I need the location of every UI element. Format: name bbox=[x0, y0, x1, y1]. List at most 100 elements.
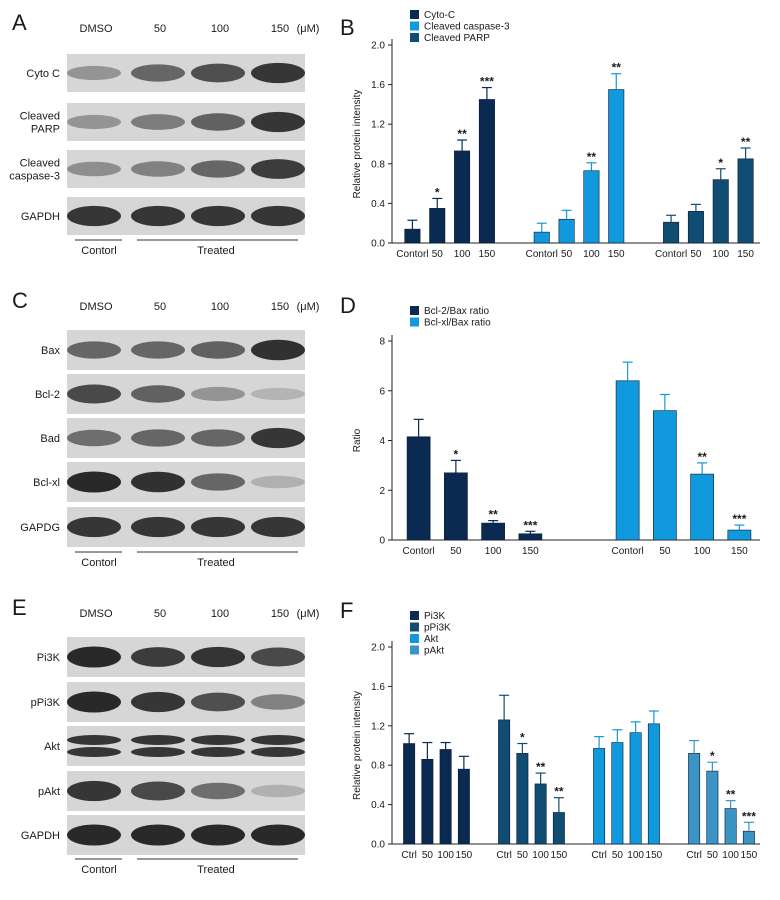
x-tick-label: 100 bbox=[437, 850, 454, 861]
protein-band bbox=[67, 747, 121, 757]
bar bbox=[444, 472, 468, 541]
panel-letter: F bbox=[340, 598, 353, 623]
significance-marker: ** bbox=[726, 788, 736, 802]
protein-band bbox=[67, 341, 121, 359]
x-tick-label: 100 bbox=[712, 249, 729, 260]
legend-swatch bbox=[410, 21, 419, 31]
y-tick-label: 0.4 bbox=[371, 199, 385, 210]
protein-band bbox=[67, 735, 121, 745]
protein-band bbox=[191, 473, 245, 491]
bar bbox=[611, 742, 624, 845]
bar bbox=[712, 179, 729, 244]
bar-series: Ctrl 50 100 150 bbox=[401, 733, 473, 861]
significance-marker: ** bbox=[536, 760, 546, 774]
protein-label: Bad bbox=[40, 433, 60, 445]
protein-band bbox=[251, 647, 305, 667]
y-tick-label: 0.8 bbox=[371, 761, 385, 772]
legend-entry: pAkt bbox=[410, 645, 444, 657]
x-tick-label: 50 bbox=[517, 850, 529, 861]
panel-letter: B bbox=[340, 15, 355, 40]
legend-entry: Cleaved caspase-3 bbox=[410, 21, 510, 33]
significance-marker: ** bbox=[612, 61, 622, 75]
bar bbox=[647, 723, 660, 845]
lane-header: 150 bbox=[271, 301, 289, 313]
protein-band bbox=[131, 161, 185, 177]
y-tick-label: 0.4 bbox=[371, 800, 385, 811]
blot-strip bbox=[67, 726, 305, 766]
y-tick-label: 1.6 bbox=[371, 682, 385, 693]
x-tick-label: 100 bbox=[627, 850, 644, 861]
significance-marker: * bbox=[520, 731, 525, 745]
bar bbox=[653, 410, 677, 541]
panel-letter: C bbox=[12, 288, 28, 313]
blot-row: Akt bbox=[44, 726, 305, 766]
protein-band bbox=[131, 471, 185, 493]
y-tick-label: 0.0 bbox=[371, 239, 385, 250]
protein-label: caspase-3 bbox=[9, 171, 60, 183]
bar bbox=[737, 158, 754, 244]
protein-band bbox=[131, 64, 185, 82]
western-blot-panel-c: C DMSO 50 100 150 (μM) Bax Bcl-2 Bad Bcl-xl GAPDG C… bbox=[12, 288, 319, 569]
lane-header: 100 bbox=[211, 23, 229, 35]
blot-row: pAkt bbox=[38, 771, 305, 811]
x-tick-label: 150 bbox=[731, 546, 748, 557]
x-tick-label: 50 bbox=[450, 546, 462, 557]
legend-swatch bbox=[410, 306, 419, 315]
group-label-control: Contorl bbox=[81, 864, 116, 876]
protein-band bbox=[131, 824, 185, 846]
legend-entry: Bcl-2/Bax ratio bbox=[410, 306, 489, 317]
bar bbox=[533, 231, 550, 244]
protein-band bbox=[131, 341, 185, 359]
bar bbox=[583, 170, 600, 244]
protein-label: Akt bbox=[44, 741, 60, 753]
legend-label: Pi3K bbox=[424, 611, 445, 622]
bar-series: Contorl 50 * 100 ** 150 bbox=[655, 135, 754, 260]
blot-row: Pi3K bbox=[37, 637, 305, 677]
protein-band bbox=[67, 516, 121, 538]
bar bbox=[518, 533, 543, 541]
protein-label: Bcl-xl bbox=[33, 477, 60, 489]
legend-swatch bbox=[410, 10, 419, 19]
bar bbox=[406, 436, 431, 541]
x-tick-label: 100 bbox=[694, 546, 711, 557]
protein-band bbox=[191, 429, 245, 447]
bar bbox=[615, 380, 640, 541]
x-tick-label: Contorl bbox=[396, 249, 428, 260]
y-tick-label: 8 bbox=[379, 337, 385, 348]
significance-marker: ** bbox=[488, 508, 498, 522]
protein-band bbox=[67, 824, 121, 846]
protein-label: pAkt bbox=[38, 786, 60, 798]
blot-row: pPi3K bbox=[31, 682, 305, 722]
protein-band bbox=[67, 205, 121, 227]
y-tick-label: 4 bbox=[379, 436, 385, 447]
protein-band bbox=[191, 341, 245, 359]
protein-band bbox=[67, 780, 121, 802]
y-tick-label: 1.6 bbox=[371, 80, 385, 91]
x-tick-label: 150 bbox=[522, 546, 539, 557]
protein-band bbox=[191, 516, 245, 538]
x-tick-label: 150 bbox=[479, 249, 496, 260]
protein-band bbox=[67, 65, 121, 81]
protein-label: Cyto C bbox=[26, 68, 60, 80]
blot-row: GAPDH bbox=[21, 197, 305, 235]
protein-band bbox=[131, 747, 185, 757]
x-tick-label: 100 bbox=[583, 249, 600, 260]
protein-band bbox=[191, 63, 245, 83]
bar bbox=[608, 89, 625, 244]
x-tick-label: Contorl bbox=[403, 546, 435, 557]
protein-band bbox=[251, 475, 305, 489]
bar bbox=[498, 719, 511, 845]
lane-header: 50 bbox=[154, 608, 166, 620]
western-blot-panel-a: A DMSO 50 100 150 (μM)Cyto CCleavedPARPCleave… bbox=[9, 10, 319, 257]
protein-band bbox=[251, 111, 305, 133]
significance-marker: ** bbox=[587, 150, 597, 164]
x-tick-label: 100 bbox=[454, 249, 471, 260]
protein-band bbox=[191, 205, 245, 227]
x-tick-label: Ctrl bbox=[401, 850, 417, 861]
protein-band bbox=[67, 471, 121, 493]
x-tick-label: 50 bbox=[707, 850, 719, 861]
protein-band bbox=[131, 735, 185, 745]
